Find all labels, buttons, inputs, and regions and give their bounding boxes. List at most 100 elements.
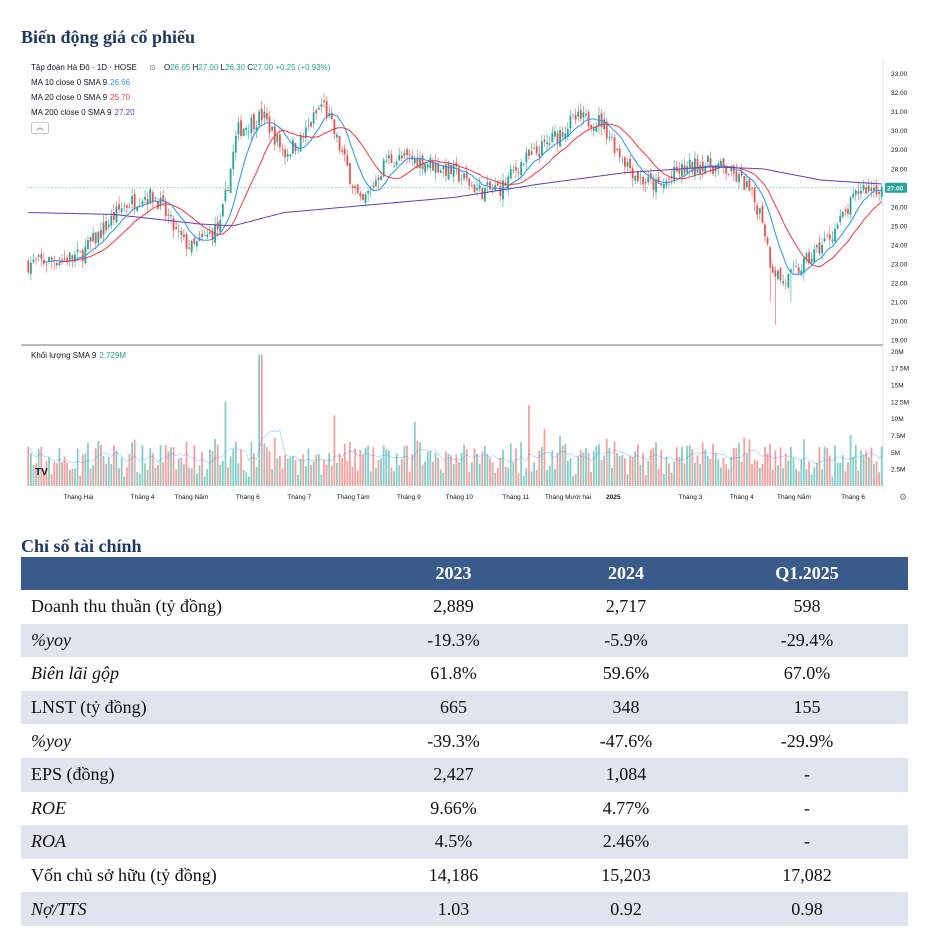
cell-q1-2025: -29.4% <box>706 623 908 658</box>
volume-bar <box>719 467 722 486</box>
candle-body <box>442 166 445 170</box>
candle-body <box>595 125 598 132</box>
candle-body <box>626 161 629 167</box>
candle-body <box>398 154 401 161</box>
candle-body <box>183 234 185 237</box>
candle-body <box>177 231 180 232</box>
time-axis-label: Tháng 11 <box>502 494 529 501</box>
volume-bar <box>167 451 170 486</box>
candle-body <box>761 205 764 223</box>
volume-bar <box>800 459 803 486</box>
candle-body <box>211 230 214 240</box>
candle-body <box>483 187 486 202</box>
eye-icon[interactable]: ⊙ <box>149 63 156 72</box>
candle-body <box>704 165 707 174</box>
candle-body <box>50 257 53 261</box>
volume-bar <box>808 461 810 486</box>
row-label: Doanh thu thuần (tỷ đồng) <box>31 596 222 617</box>
ma200-legend[interactable]: MA 200 close 0 SMA 9 27.20 <box>31 108 135 117</box>
candle-body <box>623 157 626 167</box>
candle-body <box>133 193 136 209</box>
candle-body <box>608 137 611 138</box>
candle-body <box>125 205 128 208</box>
candle-body <box>123 205 126 207</box>
volume-bar <box>281 468 284 486</box>
candle-body <box>393 166 395 167</box>
volume-bar <box>380 458 382 486</box>
volume-bar <box>764 447 766 486</box>
settings-gear-icon: ⚙ <box>899 493 907 503</box>
volume-bar <box>753 459 756 486</box>
volume-bar <box>71 468 74 486</box>
candle-body <box>382 159 385 177</box>
candle-body <box>836 224 839 229</box>
row-label: EPS (đồng) <box>21 757 361 792</box>
tradingview-logo[interactable]: TV <box>35 467 48 478</box>
chart-canvas[interactable]: 33.00 32.00 31.00 30.00 29.00 28.00 27.00 26.00… <box>21 58 916 508</box>
candle-body <box>159 197 162 207</box>
candle-body <box>652 177 655 191</box>
volume-bar <box>193 444 196 486</box>
volume-bar <box>603 455 606 486</box>
volume-bar <box>556 452 559 486</box>
candle-body <box>102 222 105 235</box>
volume-bar <box>779 447 782 486</box>
candle-body <box>146 198 149 204</box>
candle-body <box>499 186 502 196</box>
volume-bar <box>787 460 790 486</box>
volume-bar <box>880 446 883 486</box>
collapse-legend-button[interactable]: ︿ <box>31 122 49 134</box>
cell-q1-2025: - <box>706 825 908 859</box>
volume-bar <box>354 448 357 486</box>
candle-body <box>522 164 525 165</box>
volume-bar <box>393 471 395 486</box>
volume-bar <box>42 470 45 486</box>
volume-bar <box>828 455 831 486</box>
volume-bar <box>730 456 733 486</box>
volume-bar <box>865 450 868 486</box>
stock-price-chart[interactable]: 33.00 32.00 31.00 30.00 29.00 28.00 27.00 26.00… <box>21 58 916 508</box>
volume-bar <box>338 453 341 486</box>
candle-body <box>818 242 821 254</box>
candle-body <box>100 230 102 239</box>
candle-body <box>688 159 691 169</box>
volume-bar <box>245 472 248 486</box>
volume-bar <box>626 474 629 486</box>
candle-body <box>683 165 686 174</box>
volume-bar <box>745 453 748 486</box>
candle-body <box>564 133 567 139</box>
candle-body <box>779 268 782 281</box>
candle-body <box>323 100 325 103</box>
candle-body <box>743 176 746 190</box>
volume-bar <box>385 449 388 486</box>
candle-body <box>452 164 455 177</box>
volume-bar <box>138 473 141 486</box>
ma20-legend[interactable]: MA 20 close 0 SMA 9 25.70 <box>31 93 131 102</box>
ma10-legend[interactable]: MA 10 close 0 SMA 9 26.66 <box>31 78 131 87</box>
price-axis-label: 20.00 <box>891 318 908 325</box>
candle-body <box>600 113 603 127</box>
volume-bar <box>416 440 419 486</box>
volume-bar <box>45 460 48 486</box>
candle-body <box>805 253 808 260</box>
volume-axis-label: 12.5M <box>891 399 909 406</box>
candle-body <box>245 127 248 131</box>
candle-body <box>569 115 572 129</box>
volume-bar <box>128 453 131 486</box>
candle-body <box>795 266 798 267</box>
candle-body <box>87 240 89 250</box>
volume-bar <box>717 459 720 486</box>
volume-bar <box>460 453 463 486</box>
candle-body <box>131 195 133 205</box>
volume-bar <box>512 461 515 486</box>
volume-bar <box>634 451 637 486</box>
candle-body <box>437 163 440 173</box>
volume-bar <box>390 467 393 486</box>
volume-legend[interactable]: Khối lượng SMA 9 2.729M <box>31 351 126 360</box>
candle-body <box>828 234 831 240</box>
table-row: Vốn chủ sở hữu (tỷ đồng) 14,186 15,203 1… <box>21 859 908 893</box>
volume-bar <box>198 465 201 486</box>
volume-bar <box>572 476 574 486</box>
table-row: Biên lãi gộp 61.8% 59.6% 67.0% <box>21 657 908 691</box>
volume-bar <box>574 473 577 486</box>
